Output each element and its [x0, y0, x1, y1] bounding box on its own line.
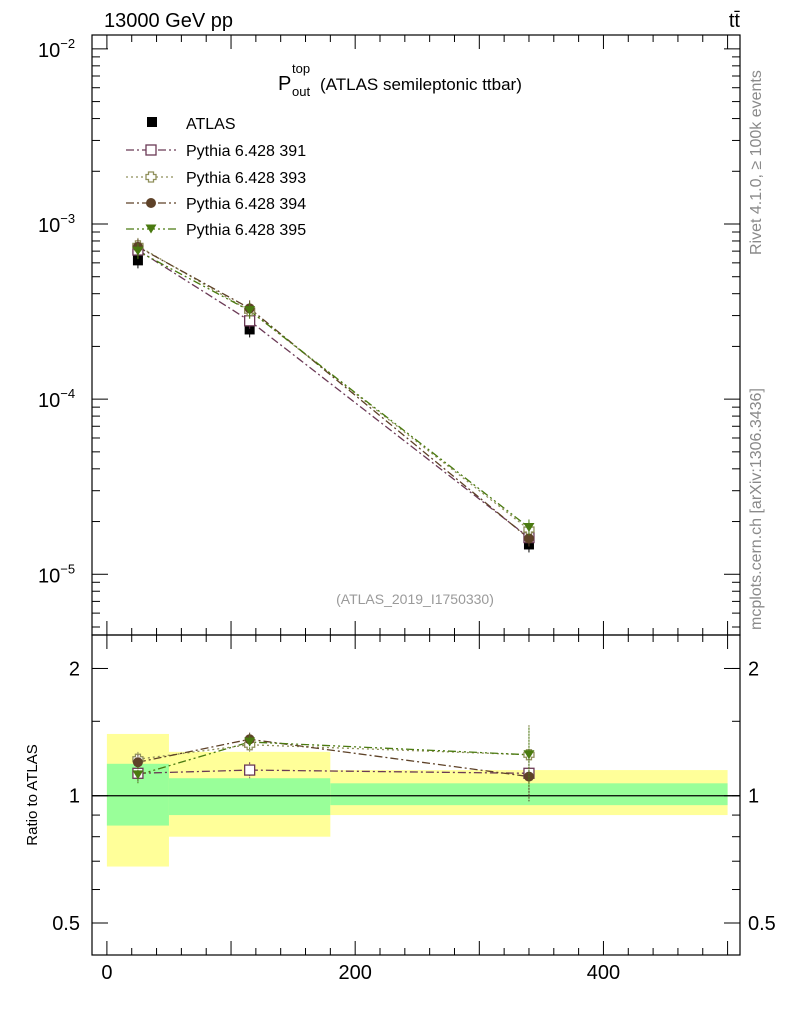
ratio-point-p395 [244, 737, 256, 747]
legend-label-395: Pythia 6.428 395 [186, 222, 306, 239]
ratio-panel: 0 200 400 0.5 0.5 1 1 2 2 [52, 634, 776, 984]
ratio-y-tick-label-right: 2 [748, 658, 759, 680]
mcplots-label: mcplots.cern.ch [arXiv:1306.3436] [748, 388, 765, 630]
ratio-line-p391 [137, 769, 529, 774]
header-energy-label: 13000 GeV pp [104, 10, 233, 32]
analysis-watermark: (ATLAS_2019_I1750330) [336, 591, 494, 607]
ratio-point-p394 [132, 757, 143, 768]
ratio-point-p395 [523, 750, 535, 760]
plot-title-sup: top [292, 61, 310, 76]
legend-entry-atlas: ATLAS [147, 116, 236, 133]
data-point-p395 [523, 522, 535, 532]
main-y-tick-label: 10−5 [38, 561, 75, 587]
series-line-p391 [137, 249, 530, 539]
legend-entry-394: Pythia 6.428 394 [126, 196, 306, 213]
series-line-p394 [137, 246, 530, 540]
ratio-y-tick-label: 2 [69, 658, 80, 680]
ratio-point-p395 [132, 770, 144, 780]
data-point-atlas [132, 255, 143, 266]
main-y-tick-label: 10−2 [38, 36, 75, 62]
header-process-label: tt̄ [729, 10, 741, 32]
legend-marker-393 [145, 171, 157, 183]
ratio-x-tick-label: 200 [338, 962, 371, 984]
legend-entry-391: Pythia 6.428 391 [126, 143, 306, 160]
legend-entry-393: Pythia 6.428 393 [126, 170, 306, 187]
legend-label-394: Pythia 6.428 394 [186, 196, 306, 213]
legend-marker-395 [145, 224, 157, 234]
series-line-p395 [137, 250, 530, 528]
main-panel: 10−5 10−4 10−3 10−2 [38, 34, 741, 636]
data-point-atlas [244, 324, 255, 335]
data-point-p395 [244, 306, 256, 316]
plot-title-sub: out [292, 84, 310, 99]
legend-marker-atlas [147, 117, 157, 127]
ratio-y-tick-label-right: 1 [748, 786, 759, 808]
main-y-tick-label: 10−3 [38, 211, 75, 237]
legend-label-391: Pythia 6.428 391 [186, 143, 306, 160]
legend: ATLAS Pythia 6.428 391 Pythia 6.428 393 … [126, 116, 306, 239]
series-line-p393 [137, 245, 530, 531]
legend-marker-394 [146, 198, 156, 208]
ratio-frame [91, 634, 741, 956]
ratio-band-inner [168, 778, 331, 816]
plot-title-rest: (ATLAS semileptonic ttbar) [320, 75, 522, 94]
main-y-tick-label: 10−4 [38, 386, 75, 412]
legend-marker-391 [145, 144, 157, 156]
ratio-x-tick-label: 400 [587, 962, 620, 984]
ratio-point-p391 [244, 764, 256, 776]
data-point-p394 [523, 533, 534, 544]
ratio-axis-label: Ratio to ATLAS [24, 744, 41, 845]
ratio-y-tick-label: 1 [69, 786, 80, 808]
ratio-y-tick-label-right: 0.5 [748, 913, 776, 935]
legend-entry-395: Pythia 6.428 395 [126, 222, 306, 239]
data-point-p395 [132, 246, 144, 256]
ratio-x-tick-label: 0 [101, 962, 112, 984]
legend-label-atlas: ATLAS [186, 116, 236, 133]
plot-title-base: P [278, 73, 291, 95]
legend-label-393: Pythia 6.428 393 [186, 170, 306, 187]
ratio-y-tick-label: 0.5 [52, 913, 80, 935]
rivet-version-label: Rivet 4.1.0, ≥ 100k events [748, 70, 765, 255]
plot-title: P top out (ATLAS semileptonic ttbar) [278, 61, 522, 99]
